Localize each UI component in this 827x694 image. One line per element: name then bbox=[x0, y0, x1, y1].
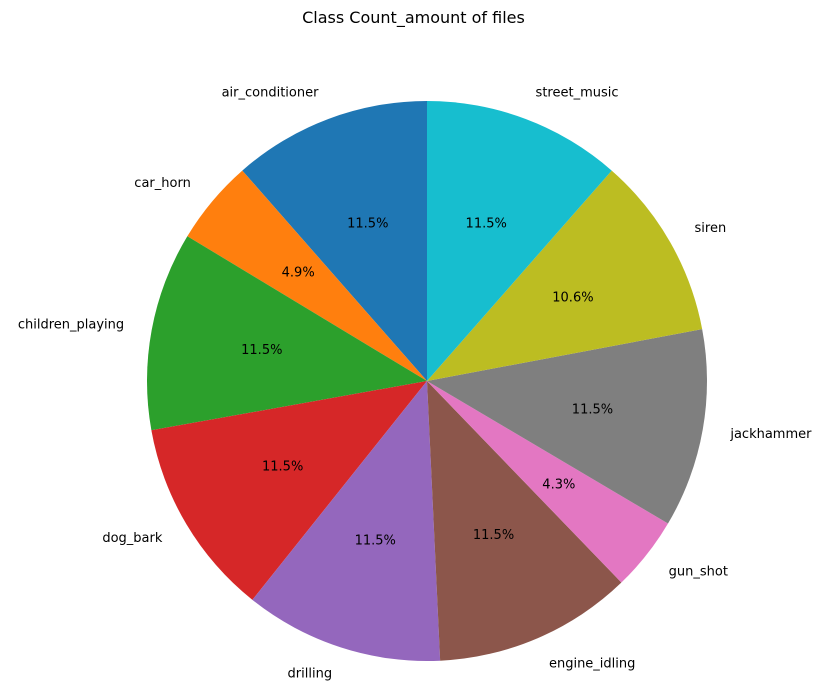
pie-percent-label-dog-bark: 11.5% bbox=[262, 459, 303, 474]
pie-percent-label-siren: 10.6% bbox=[552, 290, 593, 305]
pie-percent-label-jackhammer: 11.5% bbox=[572, 403, 613, 418]
pie-category-label-drilling: drilling bbox=[288, 667, 333, 682]
pie-category-label-siren: siren bbox=[695, 221, 727, 236]
pie-percent-label-air-conditioner: 11.5% bbox=[347, 216, 388, 231]
pie-category-label-jackhammer: jackhammer bbox=[729, 427, 812, 442]
pie-category-label-dog-bark: dog_bark bbox=[102, 531, 163, 546]
pie-percent-label-children-playing: 11.5% bbox=[241, 343, 282, 358]
pie-labels: 11.5% air_conditioner 4.9% car_horn 11.5% chi… bbox=[18, 85, 812, 681]
chart-title: Class Count_amount of files bbox=[302, 8, 525, 27]
pie-category-label-street-music: street_music bbox=[536, 85, 619, 100]
pie-slice-engine-idling bbox=[427, 381, 622, 661]
pie-slice-siren bbox=[427, 170, 703, 381]
pie-percent-label-engine-idling: 11.5% bbox=[473, 528, 514, 543]
pie-slice-air-conditioner bbox=[242, 101, 427, 381]
pie-category-label-air-conditioner: air_conditioner bbox=[222, 85, 320, 100]
pie-category-label-engine-idling: engine_idling bbox=[549, 656, 635, 671]
pie-slices bbox=[147, 101, 707, 662]
pie-category-label-gun-shot: gun_shot bbox=[669, 564, 728, 579]
pie-slice-drilling bbox=[252, 381, 441, 662]
pie-percent-label-drilling: 11.5% bbox=[355, 533, 396, 548]
pie-category-label-car-horn: car_horn bbox=[134, 176, 191, 191]
pie-category-label-children-playing: children_playing bbox=[18, 317, 124, 332]
pie-slice-jackhammer bbox=[427, 329, 707, 524]
pie-percent-label-car-horn: 4.9% bbox=[282, 266, 315, 281]
pie-slice-children-playing bbox=[147, 236, 427, 431]
pie-slice-street-music bbox=[427, 101, 612, 381]
pie-percent-label-gun-shot: 4.3% bbox=[542, 478, 575, 493]
pie-slice-dog-bark bbox=[151, 381, 427, 600]
pie-percent-label-street-music: 11.5% bbox=[466, 216, 507, 231]
pie-slice-gun-shot bbox=[427, 381, 669, 583]
pie-slice-car-horn bbox=[187, 170, 427, 381]
